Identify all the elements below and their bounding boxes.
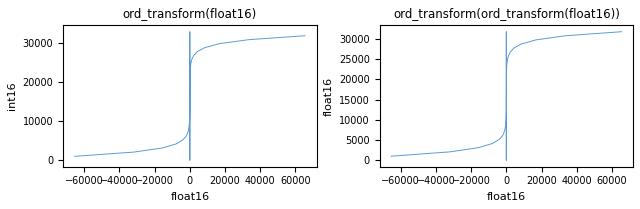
Y-axis label: float16: float16	[323, 76, 333, 116]
X-axis label: float16: float16	[170, 192, 209, 202]
X-axis label: float16: float16	[487, 192, 526, 202]
Title: ord_transform(float16): ord_transform(float16)	[123, 7, 257, 20]
Y-axis label: int16: int16	[7, 82, 17, 110]
Title: ord_transform(ord_transform(float16)): ord_transform(ord_transform(float16))	[393, 7, 620, 20]
